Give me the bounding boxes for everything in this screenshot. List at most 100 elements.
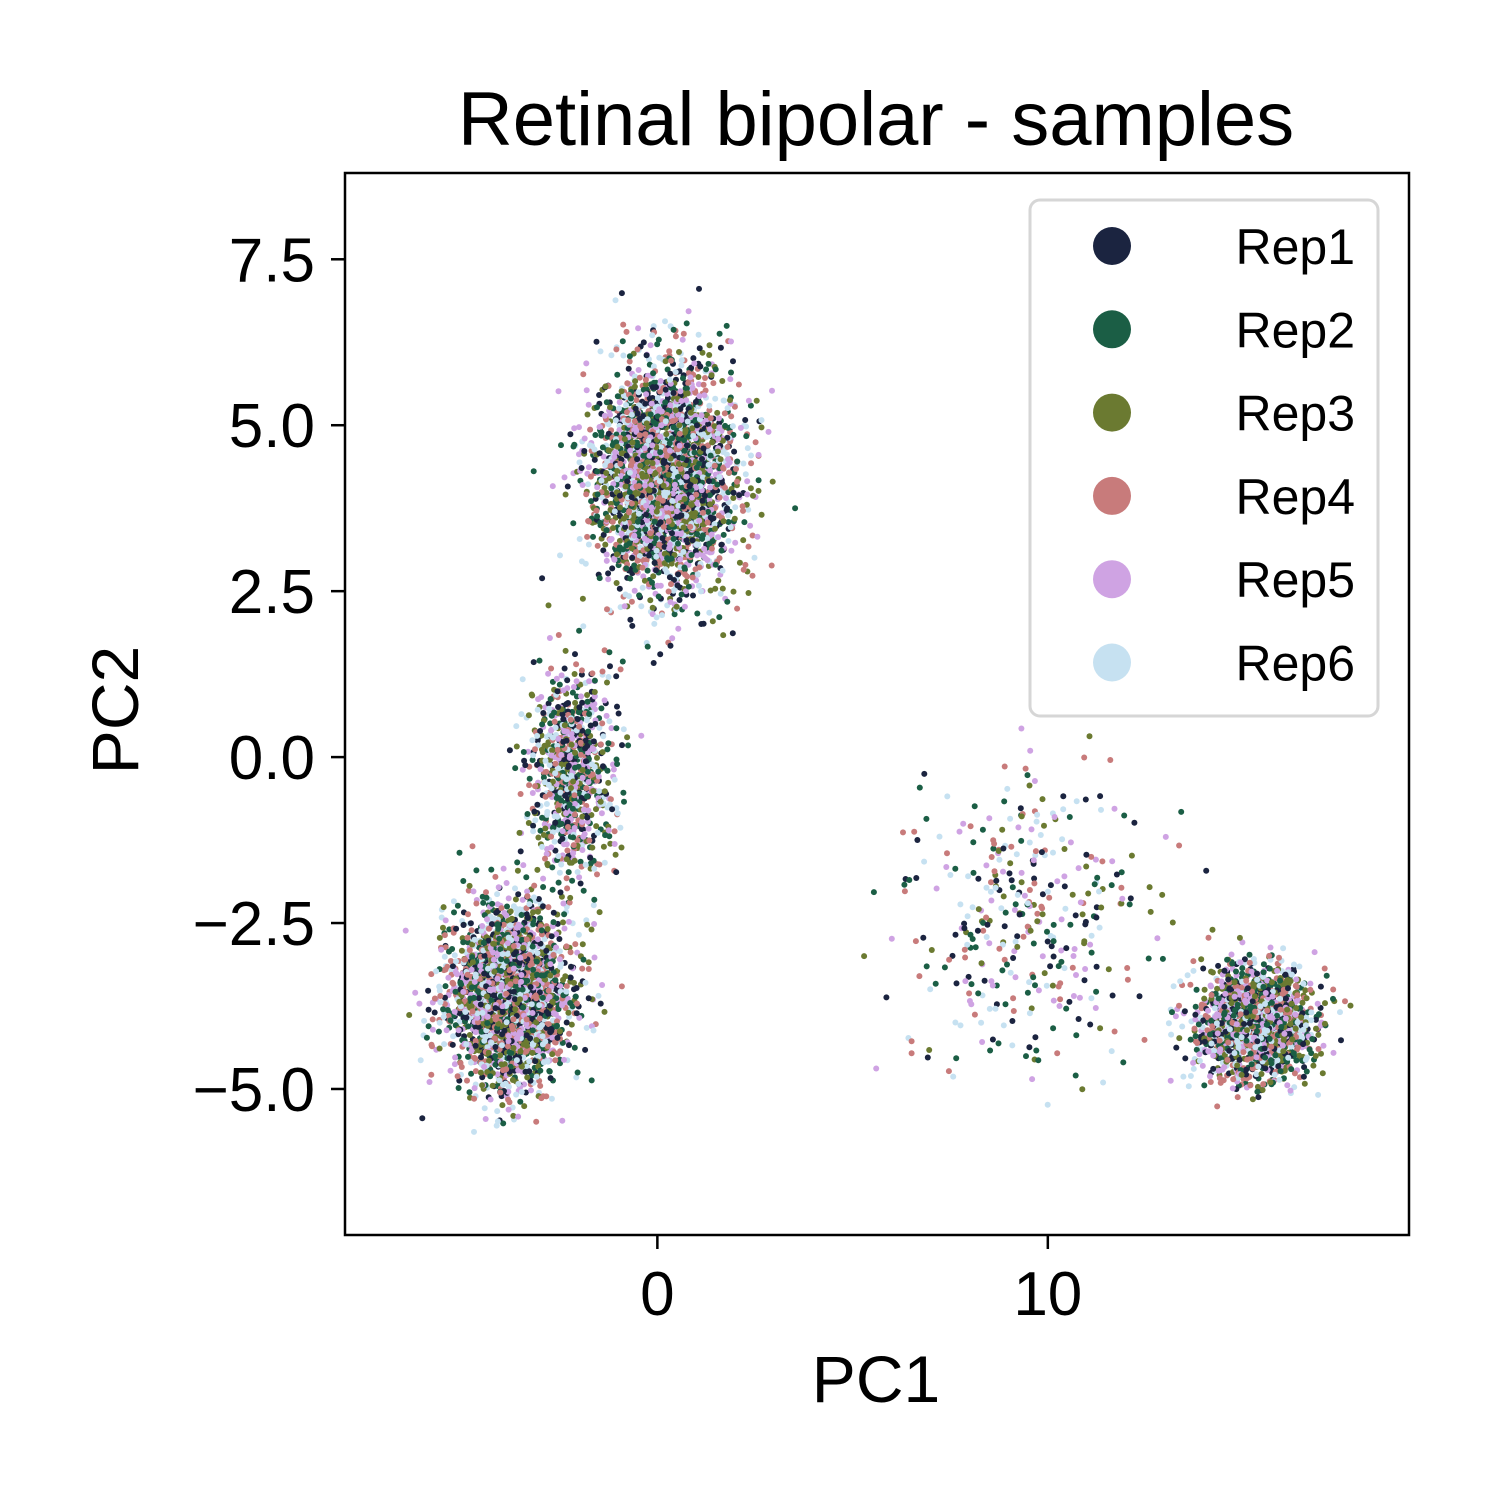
point-rep1 [961,920,968,927]
point-rep4 [589,670,596,677]
point-rep1 [530,659,537,666]
point-rep6 [512,885,518,892]
point-rep2 [971,803,978,810]
point-rep5 [579,482,586,488]
point-rep6 [965,873,972,880]
point-rep6 [436,983,443,990]
point-rep3 [1198,956,1205,963]
point-rep3 [588,926,595,933]
point-rep3 [1007,860,1014,867]
point-rep4 [563,983,570,990]
point-rep2 [587,860,594,867]
point-rep6 [706,402,713,409]
point-rep2 [923,963,930,970]
point-rep5 [616,427,623,433]
point-rep2 [536,657,543,664]
point-rep1 [1066,998,1073,1005]
point-rep2 [1050,1025,1057,1032]
point-rep1 [1300,1073,1307,1080]
point-rep6 [1044,1101,1051,1108]
point-rep3 [535,834,542,841]
point-rep5 [1027,747,1034,754]
point-rep5 [471,1085,478,1092]
point-rep5 [525,748,532,755]
point-rep4 [1111,1028,1118,1035]
point-rep1 [730,358,736,365]
point-rep2 [596,575,603,582]
point-rep3 [1321,1020,1328,1027]
point-rep4 [533,1118,540,1125]
point-rep4 [441,1001,448,1007]
point-rep1 [1290,966,1297,973]
point-rep2 [483,894,490,901]
point-rep4 [1214,1103,1221,1110]
point-rep1 [419,1115,426,1122]
point-rep6 [1253,1071,1260,1078]
point-rep4 [735,381,742,388]
point-rep4 [594,871,600,878]
point-rep2 [1030,940,1037,947]
point-rep4 [465,887,472,894]
point-rep5 [599,982,606,988]
point-rep2 [1246,951,1253,958]
point-rep1 [566,1042,572,1049]
point-rep2 [1323,972,1330,979]
point-rep4 [1276,954,1282,961]
chart-title: Retinal bipolar - samples [458,77,1294,162]
point-rep4 [1010,1008,1017,1014]
point-rep1 [953,980,960,987]
point-rep4 [428,971,435,978]
point-rep2 [440,1006,447,1013]
point-rep2 [1033,1047,1040,1054]
point-rep5 [561,841,567,848]
point-rep6 [535,742,542,749]
point-rep5 [535,696,542,703]
point-rep5 [451,1061,458,1068]
point-rep2 [1193,1046,1200,1053]
point-rep2 [537,827,544,834]
point-rep1 [657,651,664,658]
point-rep4 [724,444,731,450]
point-rep5 [529,790,536,796]
point-rep1 [534,737,541,744]
point-rep3 [1028,1005,1035,1012]
point-rep2 [716,614,723,621]
point-rep1 [567,431,574,438]
point-rep5 [1031,778,1038,784]
point-rep4 [739,503,746,510]
point-rep3 [709,618,716,625]
point-rep6 [1315,1091,1322,1098]
point-rep2 [588,498,595,505]
point-rep2 [1192,1003,1199,1010]
point-rep5 [744,478,751,485]
point-rep3 [613,580,620,586]
point-rep3 [1318,1050,1324,1057]
point-rep1 [1061,883,1068,890]
point-rep2 [598,705,605,712]
point-rep3 [926,1047,933,1053]
point-rep4 [599,668,606,675]
point-rep4 [584,533,591,540]
point-rep4 [1176,842,1183,849]
point-rep2 [730,431,737,438]
point-rep5 [1320,1042,1327,1049]
point-rep4 [1176,1002,1182,1009]
point-rep1 [1039,891,1046,898]
point-rep2 [549,886,556,893]
point-rep6 [574,869,581,875]
point-rep3 [525,820,532,826]
point-rep6 [494,891,501,898]
point-rep1 [578,671,585,678]
x-axis-title: PC1 [812,1342,940,1416]
point-rep5 [561,925,568,932]
point-rep2 [1145,955,1152,962]
point-rep3 [719,585,726,592]
point-rep4 [457,1060,464,1066]
point-rep4 [991,868,998,875]
point-rep2 [466,1089,473,1096]
point-rep6 [585,541,592,548]
point-rep2 [460,878,467,884]
point-rep1 [600,763,606,770]
point-rep4 [483,889,489,896]
